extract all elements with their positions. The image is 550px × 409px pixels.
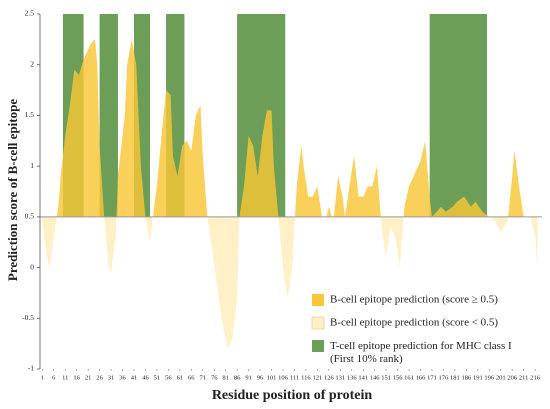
x-tick-label: 51 — [154, 374, 161, 381]
x-tick-label: 166 — [416, 374, 427, 381]
x-tick-label: 161 — [404, 374, 414, 381]
tcell-band — [99, 14, 118, 217]
x-tick-label: 171 — [427, 374, 437, 381]
x-tick-label: 81 — [222, 374, 229, 381]
legend-label: B-cell epitope prediction (score ≥ 0.5) — [330, 294, 498, 306]
x-tick-label: 136 — [347, 374, 358, 381]
area-above — [42, 39, 538, 217]
x-tick-label: 216 — [530, 374, 541, 381]
x-tick-label: 71 — [199, 374, 206, 381]
legend-label: T-cell epitope prediction for MHC class … — [330, 340, 512, 365]
x-tick-label: 146 — [370, 374, 381, 381]
x-tick-label: 176 — [439, 374, 450, 381]
x-tick-label: 31 — [108, 374, 115, 381]
x-tick-label: 116 — [301, 374, 311, 381]
x-tick-label: 36 — [119, 374, 126, 381]
x-tick-label: 111 — [290, 374, 299, 381]
x-axis-label: Residue position of protein — [212, 388, 373, 403]
y-tick-label: -1 — [28, 364, 34, 373]
y-tick-label: 2.5 — [25, 9, 35, 18]
x-tick-label: 41 — [131, 374, 138, 381]
x-tick-label: 156 — [393, 374, 404, 381]
x-tick-label: 1 — [41, 374, 44, 381]
x-tick-label: 201 — [496, 374, 506, 381]
x-tick-label: 186 — [461, 374, 472, 381]
y-tick-label: 0.5 — [25, 212, 35, 221]
x-tick-label: 126 — [324, 374, 335, 381]
y-tick-label: 0 — [30, 262, 34, 271]
y-axis-label: Prediction score of B-cell epitope — [5, 99, 20, 281]
x-tick-label: 91 — [245, 374, 252, 381]
x-tick-label: 61 — [177, 374, 184, 381]
x-tick-label: 151 — [381, 374, 391, 381]
x-tick-label: 101 — [267, 374, 277, 381]
y-tick-label: 2 — [30, 59, 34, 68]
legend-swatch — [312, 340, 324, 352]
x-tick-label: 66 — [188, 374, 195, 381]
x-tick-label: 56 — [165, 374, 172, 381]
x-tick-label: 206 — [507, 374, 518, 381]
y-tick-label: 1 — [30, 161, 34, 170]
x-tick-label: 191 — [473, 374, 483, 381]
x-tick-label: 106 — [278, 374, 289, 381]
x-tick-label: 21 — [85, 374, 92, 381]
x-tick-label: 11 — [62, 374, 68, 381]
x-tick-label: 16 — [73, 374, 80, 381]
x-tick-label: 46 — [142, 374, 149, 381]
x-tick-label: 121 — [312, 374, 322, 381]
legend-swatch — [312, 294, 324, 306]
x-tick-label: 196 — [484, 374, 495, 381]
tcell-band — [429, 14, 487, 217]
x-tick-label: 141 — [358, 374, 368, 381]
x-tick-label: 181 — [450, 374, 460, 381]
y-tick-label: 1.5 — [25, 110, 35, 119]
x-tick-label: 131 — [335, 374, 345, 381]
legend-swatch — [311, 316, 325, 330]
area-below — [42, 216, 538, 349]
x-tick-label: 76 — [211, 374, 218, 381]
x-tick-label: 211 — [519, 374, 529, 381]
x-tick-label: 86 — [234, 374, 241, 381]
legend-label: B-cell epitope prediction (score < 0.5) — [330, 317, 498, 329]
x-tick-label: 26 — [96, 374, 103, 381]
x-tick-label: 6 — [52, 374, 56, 381]
y-tick-label: -0.5 — [22, 313, 34, 322]
x-tick-label: 96 — [257, 374, 264, 381]
